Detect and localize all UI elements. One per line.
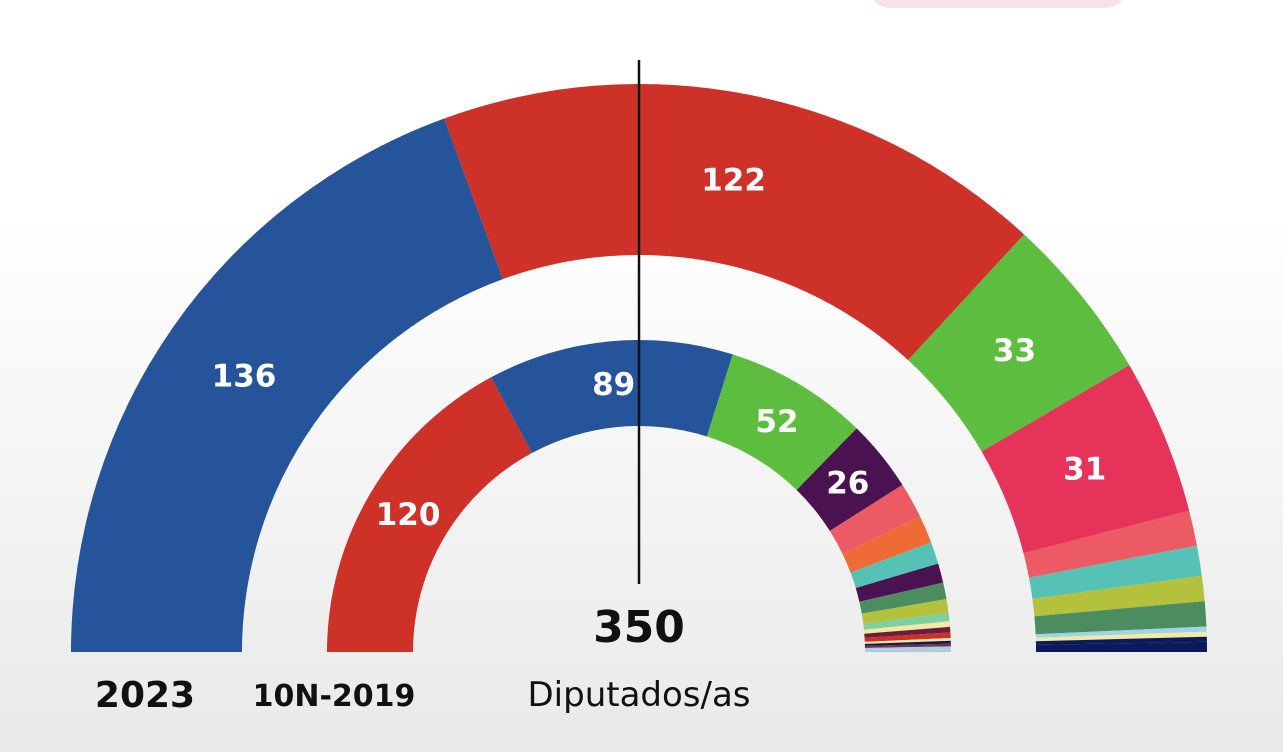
ring-1-segment-15 bbox=[864, 640, 951, 646]
ring-1-segment-5 bbox=[842, 516, 932, 573]
ring-1-segment-2 bbox=[706, 354, 857, 491]
ring-1-segment-13 bbox=[864, 632, 951, 642]
ring-0-segment-5 bbox=[1028, 545, 1202, 599]
ring-1-segment-3 bbox=[796, 428, 903, 531]
ring-0-segment-1 bbox=[444, 84, 1025, 361]
ring-label-2023: 2023 bbox=[95, 675, 195, 716]
ring-1-segment-1 bbox=[491, 339, 733, 453]
hemicycle-rings bbox=[71, 84, 1207, 652]
ring-1-segment-0-label: 120 bbox=[376, 497, 441, 533]
ring-0-segment-0-label: 136 bbox=[212, 359, 277, 395]
ring-label-10n-2019: 10N-2019 bbox=[253, 679, 416, 714]
ring-1-segment-2-label: 52 bbox=[755, 404, 798, 440]
ring-1-segment-4 bbox=[829, 484, 921, 554]
seat-labels: 136 122 33 31 120 89 52 26 bbox=[212, 162, 1107, 533]
ring-1-segment-16 bbox=[864, 643, 951, 648]
ring-1-segment-1-label: 89 bbox=[592, 367, 635, 403]
ring-0-segment-6 bbox=[1032, 575, 1205, 617]
total-seats-caption: Diputados/as bbox=[527, 675, 750, 715]
ring-1-segment-3-label: 26 bbox=[826, 465, 869, 501]
ring-0-segment-2-label: 33 bbox=[993, 333, 1036, 369]
ring-0-segment-3-label: 31 bbox=[1063, 452, 1106, 488]
ring-1-segment-12 bbox=[864, 626, 951, 638]
total-seats-label: 350 bbox=[593, 602, 685, 653]
ring-1-segment-17 bbox=[864, 646, 951, 650]
ring-1-segment-8 bbox=[859, 582, 947, 614]
ring-0-segment-11 bbox=[1035, 641, 1207, 652]
ring-1-segment-14 bbox=[864, 638, 951, 644]
ring-0-segment-7 bbox=[1034, 601, 1207, 635]
ring-1-segment-6 bbox=[850, 542, 939, 588]
ring-0-segment-2 bbox=[908, 234, 1130, 452]
ring-0-segment-0 bbox=[71, 118, 503, 652]
ring-1-segment-11 bbox=[863, 621, 950, 634]
ring-0-segment-10 bbox=[1035, 636, 1207, 645]
ring-1-segment-9 bbox=[861, 599, 949, 624]
ring-0-segment-1-label: 122 bbox=[701, 162, 766, 198]
ring-0-segment-9 bbox=[1035, 631, 1207, 642]
ring-0-segment-8 bbox=[1035, 626, 1207, 638]
ring-1-segment-18 bbox=[864, 649, 951, 652]
ring-1-segment-7 bbox=[855, 563, 944, 602]
top-badge bbox=[873, 0, 1122, 8]
ring-1-segment-10 bbox=[863, 612, 950, 630]
ring-0-segment-3 bbox=[981, 365, 1190, 554]
ring-1-segment-0 bbox=[327, 377, 532, 652]
ring-0-segment-4 bbox=[1023, 510, 1197, 578]
